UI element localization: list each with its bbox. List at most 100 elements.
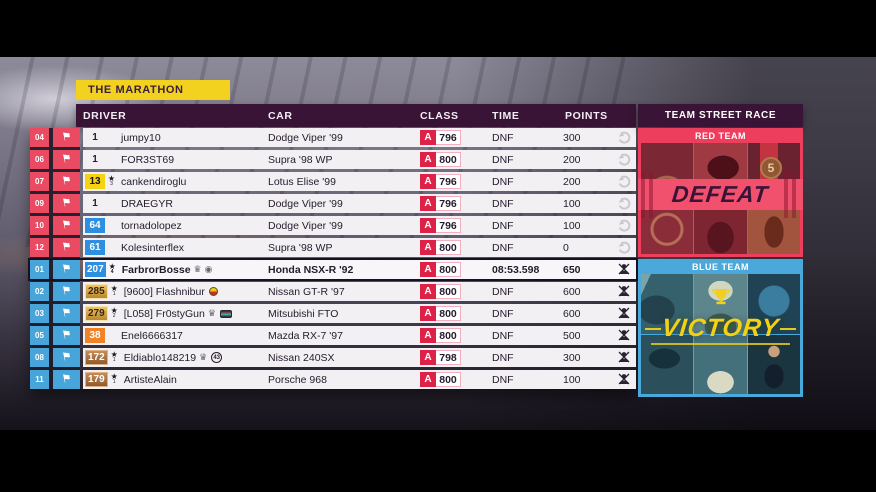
- position-cell: 02: [30, 282, 49, 301]
- time-value: DNF: [492, 153, 514, 166]
- class-pi-value: 800: [436, 240, 461, 255]
- prestige-star-count: 1: [112, 291, 116, 297]
- flag-glyph: ⚑: [60, 152, 73, 166]
- row-main: 38 Enel6666317 Mazda RX-7 '97 A 800 DNF 500: [83, 326, 636, 345]
- driver-name: jumpy10: [121, 131, 161, 144]
- table-row[interactable]: 05 ⚑ 38 Enel6666317 Mazda RX-7 '97 A 800 DNF 500: [30, 326, 636, 345]
- header-driver: DRIVER: [83, 110, 127, 122]
- flag-glyph: ⚑: [60, 130, 73, 144]
- time-value: DNF: [492, 131, 514, 144]
- team-flag-icon: ⚑: [53, 260, 80, 279]
- driver-level-badge: 13: [85, 174, 105, 189]
- row-main: 61 Kolesinterflex Supra '98 WP A 800 DNF 0: [83, 238, 636, 257]
- class-badge: A 800: [420, 284, 461, 299]
- time-value: DNF: [492, 197, 514, 210]
- class-pi-value: 796: [436, 130, 461, 145]
- position-cell: 07: [30, 172, 49, 191]
- table-row[interactable]: 02 ⚑ 285 ★ 1 [9600] Flashnibur Nissan GT-R '97…: [30, 282, 636, 301]
- replay-icon[interactable]: [618, 219, 631, 232]
- row-main: 64 tornadolopez Dodge Viper '99 A 796 DNF 100: [83, 216, 636, 235]
- muted-icon[interactable]: [618, 373, 631, 386]
- time-value: DNF: [492, 241, 514, 254]
- flag-glyph: ⚑: [60, 262, 73, 276]
- table-row[interactable]: 04 ⚑ 1 jumpy10 Dodge Viper '99 A 796 DNF 300: [30, 128, 636, 147]
- header-points: POINTS: [565, 110, 608, 122]
- red-team-avatars: 5 DEFEAT: [638, 143, 803, 254]
- car-name: Mazda RX-7 '97: [268, 329, 343, 342]
- time-value: DNF: [492, 329, 514, 342]
- cassette-icon: [219, 309, 232, 318]
- crown-icon: ♛: [193, 264, 202, 274]
- class-badge: A 800: [420, 240, 461, 255]
- position-cell: 06: [30, 150, 49, 169]
- muted-icon[interactable]: [618, 307, 631, 320]
- driver-name: cankendiroglu: [121, 175, 187, 188]
- muted-icon[interactable]: [618, 329, 631, 342]
- points-value: 100: [563, 197, 581, 210]
- table-row[interactable]: 11 ⚑ 179 ★ 1 ArtisteAlain Porsche 968 A 800 DNF 10…: [30, 370, 636, 389]
- trophy-icon: [641, 288, 800, 306]
- flag-glyph: ⚑: [60, 196, 73, 210]
- position-cell: 09: [30, 194, 49, 213]
- class-pi-value: 796: [436, 218, 461, 233]
- muted-icon[interactable]: [618, 285, 631, 298]
- car-name: Nissan GT-R '97: [268, 285, 345, 298]
- row-main: 179 ★ 1 ArtisteAlain Porsche 968 A 800 DNF 100: [83, 370, 636, 389]
- red-team-section: RED TEAM 5 DEFEAT: [638, 128, 803, 257]
- replay-icon[interactable]: [618, 131, 631, 144]
- table-row[interactable]: 08 ⚑ 172 ★ 1 Eldiablo148219 ♛ 43 Nissan 240SX A 79…: [30, 348, 636, 367]
- row-main: 279 ★ 2 [L058] Fr0styGun ♛ Mitsubishi FTO A 800…: [83, 304, 636, 323]
- muted-icon[interactable]: [618, 351, 631, 364]
- prestige-star-icon: ★ 2: [110, 306, 118, 319]
- class-letter: A: [420, 372, 436, 387]
- row-main: 1 FOR3ST69 Supra '98 WP A 800 DNF 200: [83, 150, 636, 169]
- time-value: DNF: [492, 219, 514, 232]
- time-value: 08:53.598: [492, 263, 540, 276]
- muted-icon[interactable]: [618, 263, 631, 276]
- car-name: Supra '98 WP: [268, 241, 333, 254]
- replay-icon[interactable]: [618, 175, 631, 188]
- row-main: 1 jumpy10 Dodge Viper '99 A 796 DNF 300: [83, 128, 636, 147]
- table-row[interactable]: 03 ⚑ 279 ★ 2 [L058] Fr0styGun ♛ Mitsubishi FTO A…: [30, 304, 636, 323]
- points-value: 100: [563, 373, 581, 386]
- driver-level-badge: 1: [92, 198, 98, 209]
- class-letter: A: [420, 350, 436, 365]
- team-flag-icon: ⚑: [53, 348, 80, 367]
- table-row[interactable]: 10 ⚑ 64 tornadolopez Dodge Viper '99 A 796 DNF 1…: [30, 216, 636, 235]
- prestige-star-count: 1: [112, 357, 116, 363]
- car-name: Mitsubishi FTO: [268, 307, 339, 320]
- flag-glyph: ⚑: [60, 350, 73, 364]
- team-flag-icon: ⚑: [53, 128, 80, 147]
- driver-level-badge: 207: [85, 262, 106, 277]
- class-pi-value: 800: [436, 284, 461, 299]
- driver-name: DRAEGYR: [121, 197, 173, 210]
- results-rows: 04 ⚑ 1 jumpy10 Dodge Viper '99 A 796 DNF 300 06 ⚑ 1…: [30, 128, 636, 389]
- table-row[interactable]: 09 ⚑ 1 DRAEGYR Dodge Viper '99 A 796 DNF 100: [30, 194, 636, 213]
- position-cell: 08: [30, 348, 49, 367]
- class-letter: A: [420, 218, 436, 233]
- points-value: 200: [563, 175, 581, 188]
- driver-name: FarbrorBosse: [121, 263, 191, 276]
- car-name: Nissan 240SX: [268, 351, 335, 364]
- team-flag-icon: ⚑: [53, 150, 80, 169]
- replay-icon[interactable]: [618, 241, 631, 254]
- time-value: DNF: [492, 307, 514, 320]
- class-letter: A: [420, 196, 436, 211]
- replay-icon[interactable]: [618, 197, 631, 210]
- victory-line-right: [780, 328, 796, 330]
- victory-text: VICTORY: [660, 314, 781, 342]
- table-row[interactable]: 07 ⚑ 13 ★ 3 cankendiroglu Lotus Elise '99 A 796 D…: [30, 172, 636, 191]
- points-value: 100: [563, 219, 581, 232]
- defeat-text: DEFEAT: [671, 181, 771, 207]
- position-cell: 12: [30, 238, 49, 257]
- class-letter: A: [420, 240, 436, 255]
- table-row[interactable]: 06 ⚑ 1 FOR3ST69 Supra '98 WP A 800 DNF 200: [30, 150, 636, 169]
- flag-glyph: ⚑: [60, 328, 73, 342]
- replay-icon[interactable]: [618, 153, 631, 166]
- number-badge-icon: 43: [211, 352, 223, 363]
- prestige-star-count: 2: [112, 313, 116, 319]
- table-row[interactable]: 12 ⚑ 61 Kolesinterflex Supra '98 WP A 800 DNF 0: [30, 238, 636, 257]
- victory-underline: [651, 343, 790, 345]
- table-row[interactable]: 01 ⚑ 207 ★ 4 FarbrorBosse ♛ ◉ Honda NSX-R '92 A 80…: [30, 260, 636, 279]
